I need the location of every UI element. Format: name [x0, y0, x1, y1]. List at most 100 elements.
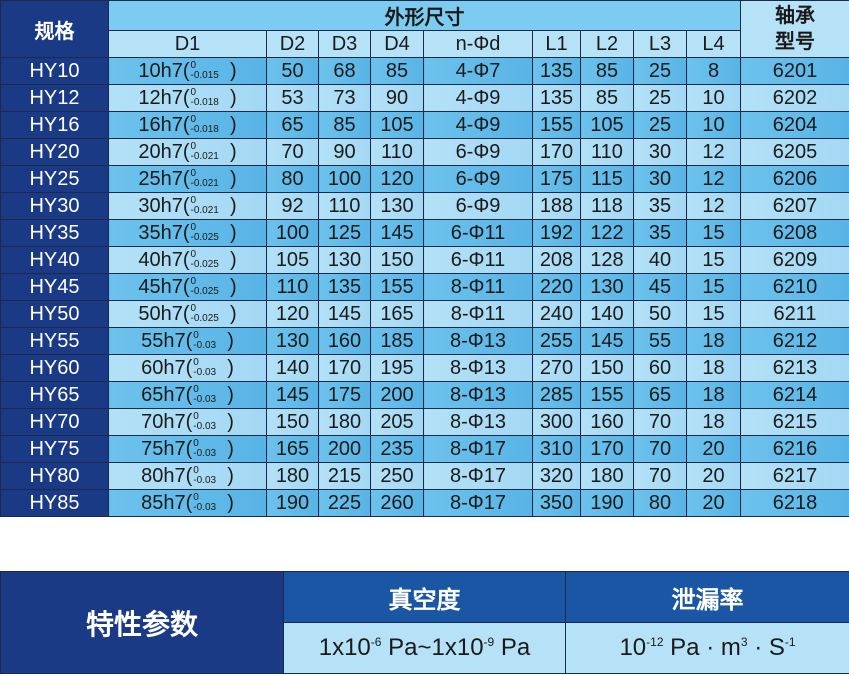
l2-cell: 85 [580, 84, 634, 112]
d3-cell: 68 [318, 57, 371, 85]
l2-cell: 180 [580, 462, 634, 490]
d4-cell: 105 [370, 111, 424, 139]
column-header: n-Φd [423, 30, 533, 58]
nd-cell: 8-Φ11 [423, 273, 533, 301]
l4-cell: 8 [686, 57, 741, 85]
l1-cell: 170 [532, 138, 581, 166]
bearing-cell: 6211 [740, 300, 849, 328]
header-dimensions: 外形尺寸 [108, 0, 741, 31]
l2-cell: 130 [580, 273, 634, 301]
l3-cell: 35 [633, 219, 687, 247]
nd-cell: 8-Φ17 [423, 435, 533, 463]
l3-cell: 40 [633, 246, 687, 274]
header-model: 规格 [0, 0, 109, 58]
nd-cell: 4-Φ7 [423, 57, 533, 85]
l4-cell: 18 [686, 381, 741, 409]
l1-cell: 300 [532, 408, 581, 436]
d3-cell: 130 [318, 246, 371, 274]
l4-cell: 15 [686, 219, 741, 247]
l2-cell: 155 [580, 381, 634, 409]
d3-cell: 85 [318, 111, 371, 139]
d1-cell: 75h7(0 -0.03 ) [108, 435, 267, 463]
d3-cell: 90 [318, 138, 371, 166]
model-cell: HY65 [0, 381, 109, 409]
bearing-cell: 6207 [740, 192, 849, 220]
l4-cell: 18 [686, 408, 741, 436]
table-row: HY16 16h7(0 -0.018 ) 65 85 105 4-Φ9 155 105 25 10 6… [0, 111, 849, 139]
d4-cell: 185 [370, 327, 424, 355]
d2-cell: 65 [266, 111, 319, 139]
d2-cell: 92 [266, 192, 319, 220]
nd-cell: 8-Φ13 [423, 408, 533, 436]
l4-cell: 20 [686, 462, 741, 490]
l1-cell: 255 [532, 327, 581, 355]
l1-cell: 285 [532, 381, 581, 409]
vacuum-value: 1x10-6 Pa~1x10-9 Pa [283, 622, 566, 674]
l3-cell: 25 [633, 84, 687, 112]
l1-cell: 188 [532, 192, 581, 220]
model-cell: HY20 [0, 138, 109, 166]
leak-label: 泄漏率 [565, 571, 849, 623]
l2-cell: 105 [580, 111, 634, 139]
l4-cell: 12 [686, 138, 741, 166]
l2-cell: 118 [580, 192, 634, 220]
l2-cell: 150 [580, 354, 634, 382]
d2-cell: 150 [266, 408, 319, 436]
model-cell: HY16 [0, 111, 109, 139]
l4-cell: 12 [686, 165, 741, 193]
l1-cell: 350 [532, 489, 581, 517]
l2-cell: 128 [580, 246, 634, 274]
d1-cell: 55h7(0 -0.03 ) [108, 327, 267, 355]
model-cell: HY85 [0, 489, 109, 517]
table-row: HY40 40h7(0 -0.025 ) 105 130 150 6-Φ11 208 128 40… [0, 246, 849, 274]
d3-cell: 170 [318, 354, 371, 382]
d3-cell: 160 [318, 327, 371, 355]
d2-cell: 120 [266, 300, 319, 328]
l4-cell: 10 [686, 84, 741, 112]
l3-cell: 50 [633, 300, 687, 328]
bearing-cell: 6202 [740, 84, 849, 112]
l4-cell: 15 [686, 300, 741, 328]
d2-cell: 80 [266, 165, 319, 193]
model-cell: HY75 [0, 435, 109, 463]
l4-cell: 18 [686, 354, 741, 382]
d1-cell: 80h7(0 -0.03 ) [108, 462, 267, 490]
d1-cell: 50h7(0 -0.025 ) [108, 300, 267, 328]
nd-cell: 4-Φ9 [423, 111, 533, 139]
bearing-cell: 6215 [740, 408, 849, 436]
l2-cell: 85 [580, 57, 634, 85]
l1-cell: 208 [532, 246, 581, 274]
l3-cell: 55 [633, 327, 687, 355]
l4-cell: 15 [686, 273, 741, 301]
l3-cell: 25 [633, 111, 687, 139]
l1-cell: 240 [532, 300, 581, 328]
d4-cell: 120 [370, 165, 424, 193]
d3-cell: 110 [318, 192, 371, 220]
model-cell: HY70 [0, 408, 109, 436]
model-cell: HY30 [0, 192, 109, 220]
bearing-cell: 6217 [740, 462, 849, 490]
table-row: HY60 60h7(0 -0.03 ) 140 170 195 8-Φ13 270 150 60 1… [0, 354, 849, 382]
d3-cell: 145 [318, 300, 371, 328]
d2-cell: 145 [266, 381, 319, 409]
header-bearing: 轴承型号 [740, 0, 849, 58]
bearing-cell: 6206 [740, 165, 849, 193]
d2-cell: 50 [266, 57, 319, 85]
l3-cell: 70 [633, 408, 687, 436]
d4-cell: 165 [370, 300, 424, 328]
d1-cell: 60h7(0 -0.03 ) [108, 354, 267, 382]
l1-cell: 135 [532, 84, 581, 112]
bearing-cell: 6212 [740, 327, 849, 355]
model-cell: HY80 [0, 462, 109, 490]
d4-cell: 260 [370, 489, 424, 517]
column-header: L1 [532, 30, 581, 58]
l2-cell: 160 [580, 408, 634, 436]
bearing-cell: 6210 [740, 273, 849, 301]
d2-cell: 53 [266, 84, 319, 112]
column-header: D3 [318, 30, 371, 58]
table-row: HY85 85h7(0 -0.03 ) 190 225 260 8-Φ17 350 190 80 2… [0, 489, 849, 517]
bearing-cell: 6204 [740, 111, 849, 139]
l1-cell: 320 [532, 462, 581, 490]
model-cell: HY35 [0, 219, 109, 247]
table-row: HY35 35h7(0 -0.025 ) 100 125 145 6-Φ11 192 122 35… [0, 219, 849, 247]
